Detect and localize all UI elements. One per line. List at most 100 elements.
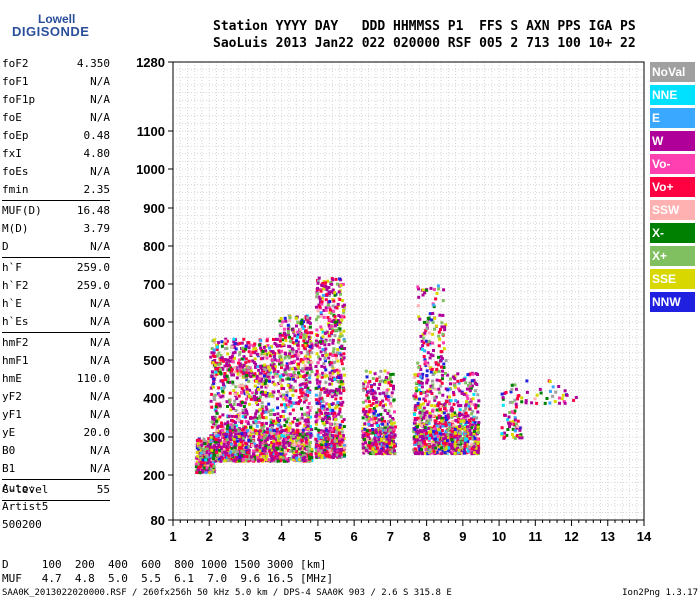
echo-point xyxy=(286,323,290,327)
echo-point xyxy=(269,350,273,354)
echo-point xyxy=(309,432,313,436)
echo-point xyxy=(385,388,389,392)
echo-points xyxy=(194,276,578,475)
echo-point xyxy=(302,400,306,404)
echo-point xyxy=(209,355,213,359)
echo-point xyxy=(533,397,537,401)
echo-point xyxy=(247,341,251,344)
echo-point xyxy=(323,449,327,452)
echo-point xyxy=(426,343,430,347)
echo-point xyxy=(382,391,386,395)
echo-point xyxy=(335,450,339,454)
echo-point xyxy=(457,387,460,391)
echo-point xyxy=(516,425,520,428)
echo-point xyxy=(258,445,262,449)
echo-point xyxy=(233,370,237,374)
echo-point xyxy=(245,374,249,377)
echo-point xyxy=(441,377,444,381)
echo-point xyxy=(337,290,341,294)
echo-point xyxy=(278,350,282,354)
echo-point xyxy=(471,372,475,376)
echo-point xyxy=(363,387,367,391)
echo-point xyxy=(471,437,475,441)
echo-point xyxy=(363,427,367,431)
echo-point xyxy=(215,419,218,423)
param-row: fxI 4.80 xyxy=(2,145,110,163)
echo-point xyxy=(425,374,429,378)
echo-point xyxy=(302,333,306,337)
echo-point xyxy=(234,409,238,412)
echo-point xyxy=(549,389,552,393)
echo-point xyxy=(287,428,291,432)
echo-point xyxy=(209,467,213,471)
echo-point xyxy=(213,375,217,379)
echo-point xyxy=(240,390,243,394)
echo-point xyxy=(253,342,257,346)
param-value: N/A xyxy=(90,315,110,328)
echo-point xyxy=(303,357,307,361)
param-separator xyxy=(2,257,110,258)
echo-point xyxy=(215,451,219,455)
echo-point xyxy=(218,415,222,419)
echo-point xyxy=(218,369,222,373)
echo-point xyxy=(283,368,287,372)
echo-point xyxy=(231,380,235,384)
echo-point xyxy=(194,462,198,466)
param-row: h`F2 259.0 xyxy=(2,277,110,295)
echo-point xyxy=(466,439,470,443)
echo-point xyxy=(439,446,443,450)
echo-point xyxy=(476,445,480,448)
echo-point xyxy=(253,357,257,361)
echo-point xyxy=(281,439,285,443)
echo-point xyxy=(468,382,472,386)
echo-point xyxy=(211,467,215,471)
echo-point xyxy=(461,432,465,436)
echo-point xyxy=(327,429,331,433)
echo-point xyxy=(244,433,248,437)
echo-point xyxy=(228,426,232,430)
echo-point xyxy=(376,424,380,427)
echo-point xyxy=(281,409,285,413)
echo-point xyxy=(297,332,300,336)
echo-point xyxy=(467,421,471,424)
echo-point xyxy=(277,436,281,440)
echo-point xyxy=(343,453,346,457)
echo-point xyxy=(364,447,368,451)
echo-point xyxy=(322,315,326,319)
echo-point xyxy=(245,385,249,389)
echo-point xyxy=(415,389,419,393)
echo-point xyxy=(226,424,229,428)
echo-point xyxy=(226,450,230,454)
param-row: foEs N/A xyxy=(2,163,110,181)
echo-point xyxy=(337,376,341,379)
echo-point xyxy=(314,420,318,424)
echo-point xyxy=(332,426,336,430)
echo-point xyxy=(476,429,480,433)
echo-point xyxy=(221,394,225,398)
echo-point xyxy=(318,357,322,361)
echo-point xyxy=(318,297,322,301)
echo-point xyxy=(225,451,229,455)
echo-point xyxy=(365,418,369,422)
echo-point xyxy=(464,432,468,436)
echo-point xyxy=(469,400,473,404)
echo-point xyxy=(295,401,299,405)
echo-point xyxy=(440,357,444,360)
echo-point xyxy=(268,448,272,452)
echo-point xyxy=(281,320,285,324)
echo-point xyxy=(316,309,320,313)
echo-point xyxy=(466,426,470,430)
echo-point xyxy=(432,288,436,291)
echo-point xyxy=(429,366,433,370)
echo-point xyxy=(337,412,341,416)
echo-point xyxy=(294,447,298,450)
echo-point xyxy=(316,448,320,452)
echo-point xyxy=(338,334,342,338)
echo-point xyxy=(290,449,294,453)
echo-point xyxy=(418,419,422,423)
echo-point xyxy=(238,444,242,448)
echo-point xyxy=(267,410,270,414)
echo-point xyxy=(263,367,267,371)
echo-point xyxy=(234,432,238,436)
echo-point xyxy=(378,430,382,434)
